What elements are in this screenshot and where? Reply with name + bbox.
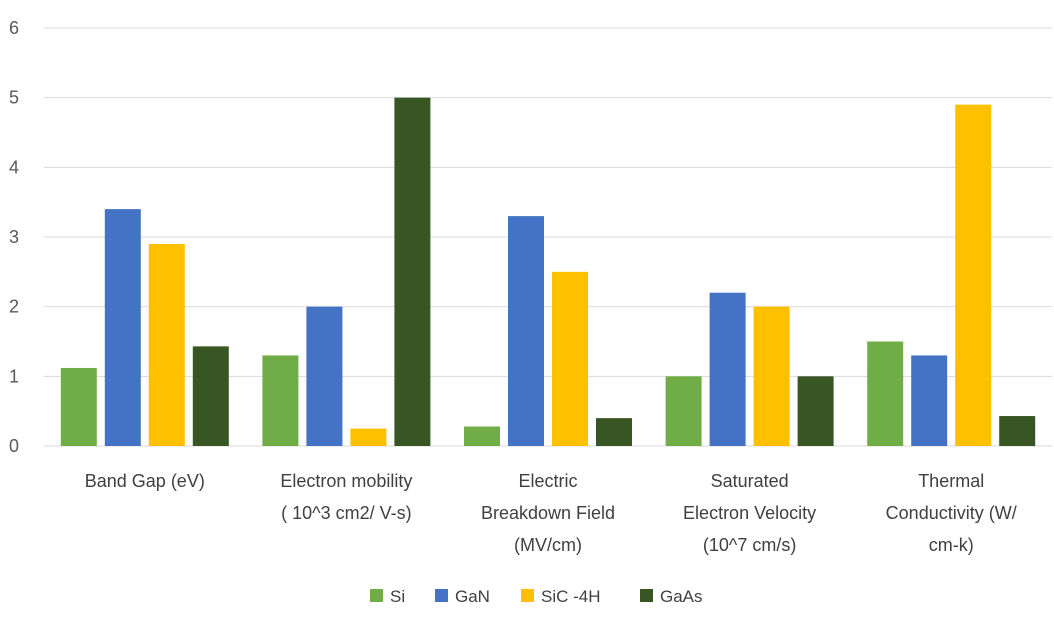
bar-gan-4	[911, 355, 948, 446]
bar-gaas-3	[797, 376, 834, 446]
legend-swatch	[640, 589, 653, 602]
bar-gan-1	[306, 306, 343, 446]
bar-gan-2	[508, 216, 544, 446]
category-label: ( 10^3 cm2/ V-s)	[281, 503, 411, 523]
bar-si-1	[262, 355, 299, 446]
bar-sic-4h-4	[955, 104, 992, 446]
bar-si-0	[60, 367, 97, 446]
bar-sic-4h-1	[350, 428, 387, 446]
y-tick-label: 2	[9, 297, 19, 317]
legend-swatch	[370, 589, 383, 602]
bar-gaas-4	[999, 416, 1036, 446]
y-tick-label: 6	[9, 18, 19, 38]
y-tick-label: 3	[9, 227, 19, 247]
category-label: Band Gap (eV)	[85, 471, 205, 491]
y-tick-label: 4	[9, 157, 19, 177]
category-label: (MV/cm)	[514, 535, 582, 555]
legend-label: GaAs	[660, 587, 703, 606]
bar-sic-4h-0	[148, 243, 185, 446]
bar-sic-4h-3	[753, 306, 790, 446]
bar-sic-4h-2	[552, 271, 588, 446]
y-axis-ticks: 0 1 2 3 4 5 6	[9, 18, 19, 456]
x-axis-labels: Band Gap (eV) Electron mobility ( 10^3 cm2…	[85, 471, 1017, 555]
legend-label: GaN	[455, 587, 490, 606]
bar-si-3	[665, 376, 702, 446]
category-label: Electron Velocity	[683, 503, 816, 523]
bar-gaas-2	[596, 418, 632, 446]
category-label: Electric	[518, 471, 577, 491]
legend: Si GaN SiC -4H GaAs	[370, 587, 703, 606]
category-label: Electron mobility	[280, 471, 412, 491]
legend-swatch	[521, 589, 534, 602]
bar-si-2	[464, 426, 500, 446]
category-label: Saturated	[711, 471, 789, 491]
bar-gaas-1	[394, 97, 431, 447]
legend-label: Si	[390, 587, 405, 606]
category-label: cm-k)	[929, 535, 974, 555]
bar-si-4	[867, 341, 904, 446]
category-label: Breakdown Field	[481, 503, 615, 523]
legend-swatch	[435, 589, 448, 602]
bars	[60, 97, 1036, 447]
category-label: Thermal	[918, 471, 984, 491]
category-label: Conductivity (W/	[886, 503, 1017, 523]
y-tick-label: 1	[9, 366, 19, 386]
y-tick-label: 5	[9, 88, 19, 108]
bar-gan-0	[104, 209, 141, 446]
bar-gan-3	[709, 292, 746, 446]
category-label: (10^7 cm/s)	[703, 535, 796, 555]
legend-label: SiC -4H	[541, 587, 601, 606]
bar-gaas-0	[192, 346, 229, 446]
y-tick-label: 0	[9, 436, 19, 456]
